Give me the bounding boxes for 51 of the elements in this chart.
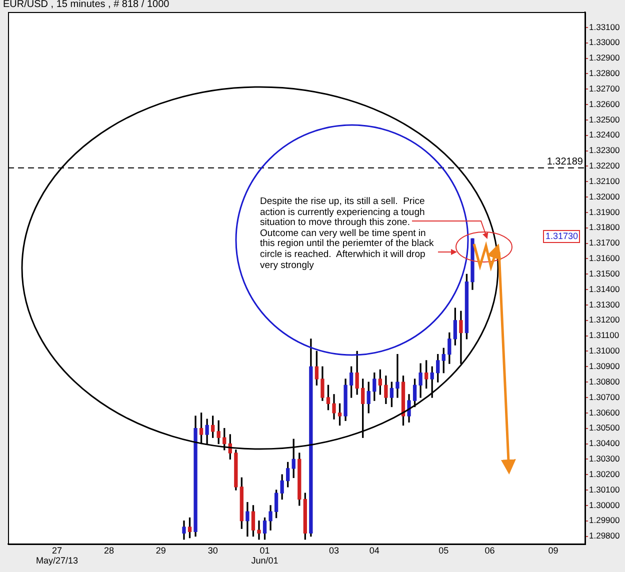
y-tick-label: 1.30800 — [589, 376, 620, 386]
y-tick-label: 1.29800 — [589, 530, 620, 541]
y-tick-label: 1.31700 — [589, 238, 620, 248]
y-tick-label: 1.29900 — [589, 515, 620, 526]
y-tick-label: 1.32900 — [589, 52, 620, 63]
y-tick-label: 1.30400 — [589, 438, 620, 448]
y-tick-label: 1.31400 — [589, 284, 620, 294]
y-tick-label: 1.32500 — [589, 114, 620, 124]
y-tick-label: 1.30500 — [589, 422, 620, 433]
y-tick-label: 1.30600 — [589, 407, 620, 418]
y-tick-label: 1.33100 — [589, 22, 620, 32]
y-tick-label: 1.31100 — [589, 330, 620, 340]
y-tick-label: 1.30100 — [589, 484, 620, 494]
y-tick-label: 1.30200 — [589, 468, 620, 479]
x-tick-label: 04 — [369, 545, 380, 556]
y-tick-label: 1.32200 — [589, 160, 620, 171]
x-tick-label: 27 May/27/13 — [36, 545, 78, 566]
y-tick-label: 1.30700 — [589, 392, 620, 402]
x-tick-label: 29 — [156, 545, 166, 556]
x-tick-label: 06 — [484, 545, 495, 556]
y-tick-label: 1.32000 — [589, 191, 620, 202]
y-tick-label: 1.31000 — [589, 346, 620, 356]
y-tick-label: 1.31900 — [589, 206, 620, 217]
candlestick — [257, 520, 261, 540]
y-tick-label: 1.31500 — [589, 268, 620, 278]
x-tick-label: 30 — [208, 545, 218, 556]
y-tick-label: 1.31300 — [589, 299, 620, 310]
annotation: Despite the rise up, its still a sell. Price action is currently experiencing a tough situation to move through this zone. Outcome can very well be time spent in this region until the periemter of the black circle is reached. Afterwhich it will drop very strongly — [260, 196, 434, 272]
y-tick-label: 1.32700 — [589, 83, 620, 94]
x-tick-label: 09 — [548, 545, 558, 556]
x-tick-label: 03 — [328, 545, 340, 556]
y-tick-label: 1.33000 — [589, 37, 620, 48]
ref-line-label: 1.32189 — [546, 156, 584, 168]
y-tick-label: 1.32300 — [589, 145, 620, 156]
y-tick-label: 1.30900 — [589, 361, 620, 372]
y-tick-label: 1.32600 — [589, 98, 620, 109]
annotation: 1.31730 — [543, 230, 580, 243]
y-tick-label: 1.31200 — [589, 314, 620, 325]
y-tick-label: 1.31600 — [589, 253, 620, 264]
x-tick-label: 01 Jun/01 — [251, 545, 278, 566]
candlestick — [396, 354, 400, 398]
chart-title: EUR/USD , 15 minutes , # 818 / 1000 — [3, 0, 170, 10]
y-tick-label: 1.32800 — [589, 68, 620, 78]
y-tick-label: 1.30000 — [589, 500, 620, 510]
x-tick-label: 05 — [438, 545, 449, 556]
y-tick-label: 1.31800 — [589, 222, 620, 232]
x-tick-label: 28 — [104, 545, 114, 556]
y-tick-label: 1.30300 — [589, 454, 620, 464]
candlestick — [459, 310, 463, 364]
y-tick-label: 1.32400 — [589, 130, 620, 140]
y-tick-label: 1.32100 — [589, 176, 620, 186]
